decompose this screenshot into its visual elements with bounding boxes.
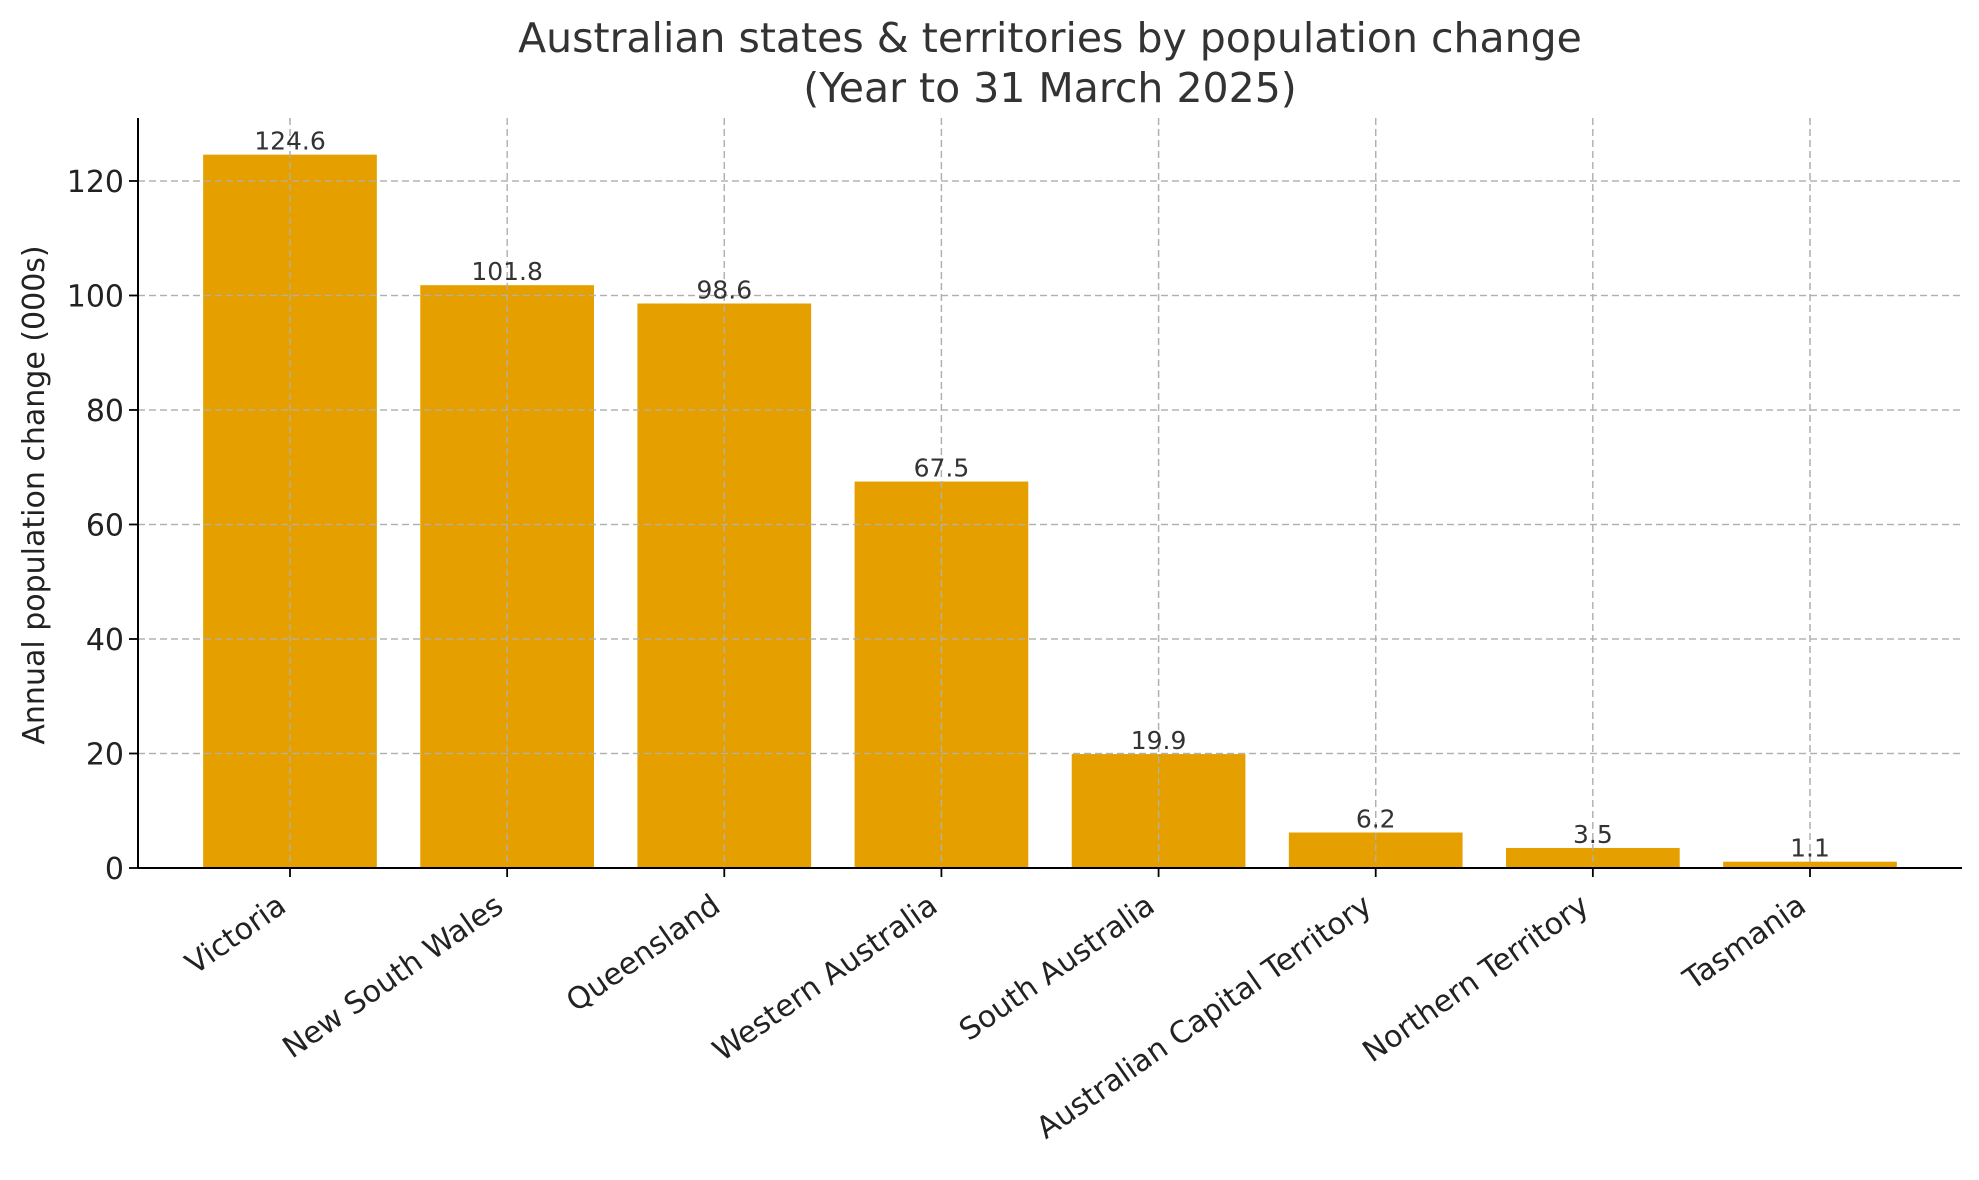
bar [1723,861,1897,868]
bars [138,118,1962,869]
x-tick-label: Victoria [179,888,292,982]
y-tick-label: 0 [105,852,124,887]
chart-title: Australian states & territories by popul… [518,14,1582,62]
y-tick-label: 40 [86,623,124,658]
bar-value-label: 1.1 [1790,834,1830,863]
y-tick-label: 80 [86,394,124,429]
axes [129,118,1962,877]
x-tick-label: Western Australia [707,888,944,1069]
x-tick-label: Queensland [560,888,727,1019]
y-tick-label: 20 [86,737,124,772]
y-axis-label: Annual population change (000s) [17,245,52,744]
x-tick-label: New South Wales [276,888,509,1066]
y-tick-label: 120 [67,165,124,200]
grid-lines [138,118,1962,869]
bar-value-label: 101.8 [471,257,543,286]
bar-value-label: 67.5 [914,454,970,483]
y-tick-label: 100 [67,279,124,314]
bar-value-label: 19.9 [1131,726,1187,755]
chart-title-group: Australian states & territories by popul… [518,14,1582,112]
bar-value-label: 3.5 [1573,820,1613,849]
bar-value-label: 98.6 [696,275,752,304]
chart-subtitle: (Year to 31 March 2025) [803,64,1297,112]
x-tick-label: Australian Capital Territory [1030,888,1378,1146]
x-tick-label: Northern Territory [1357,888,1596,1070]
bar-value-label: 124.6 [254,127,326,156]
y-tick-label: 60 [86,508,124,543]
x-tick-label: South Australia [953,888,1161,1048]
bar-value-label: 6.2 [1356,805,1396,834]
x-tick-label: Tasmania [1676,888,1812,998]
